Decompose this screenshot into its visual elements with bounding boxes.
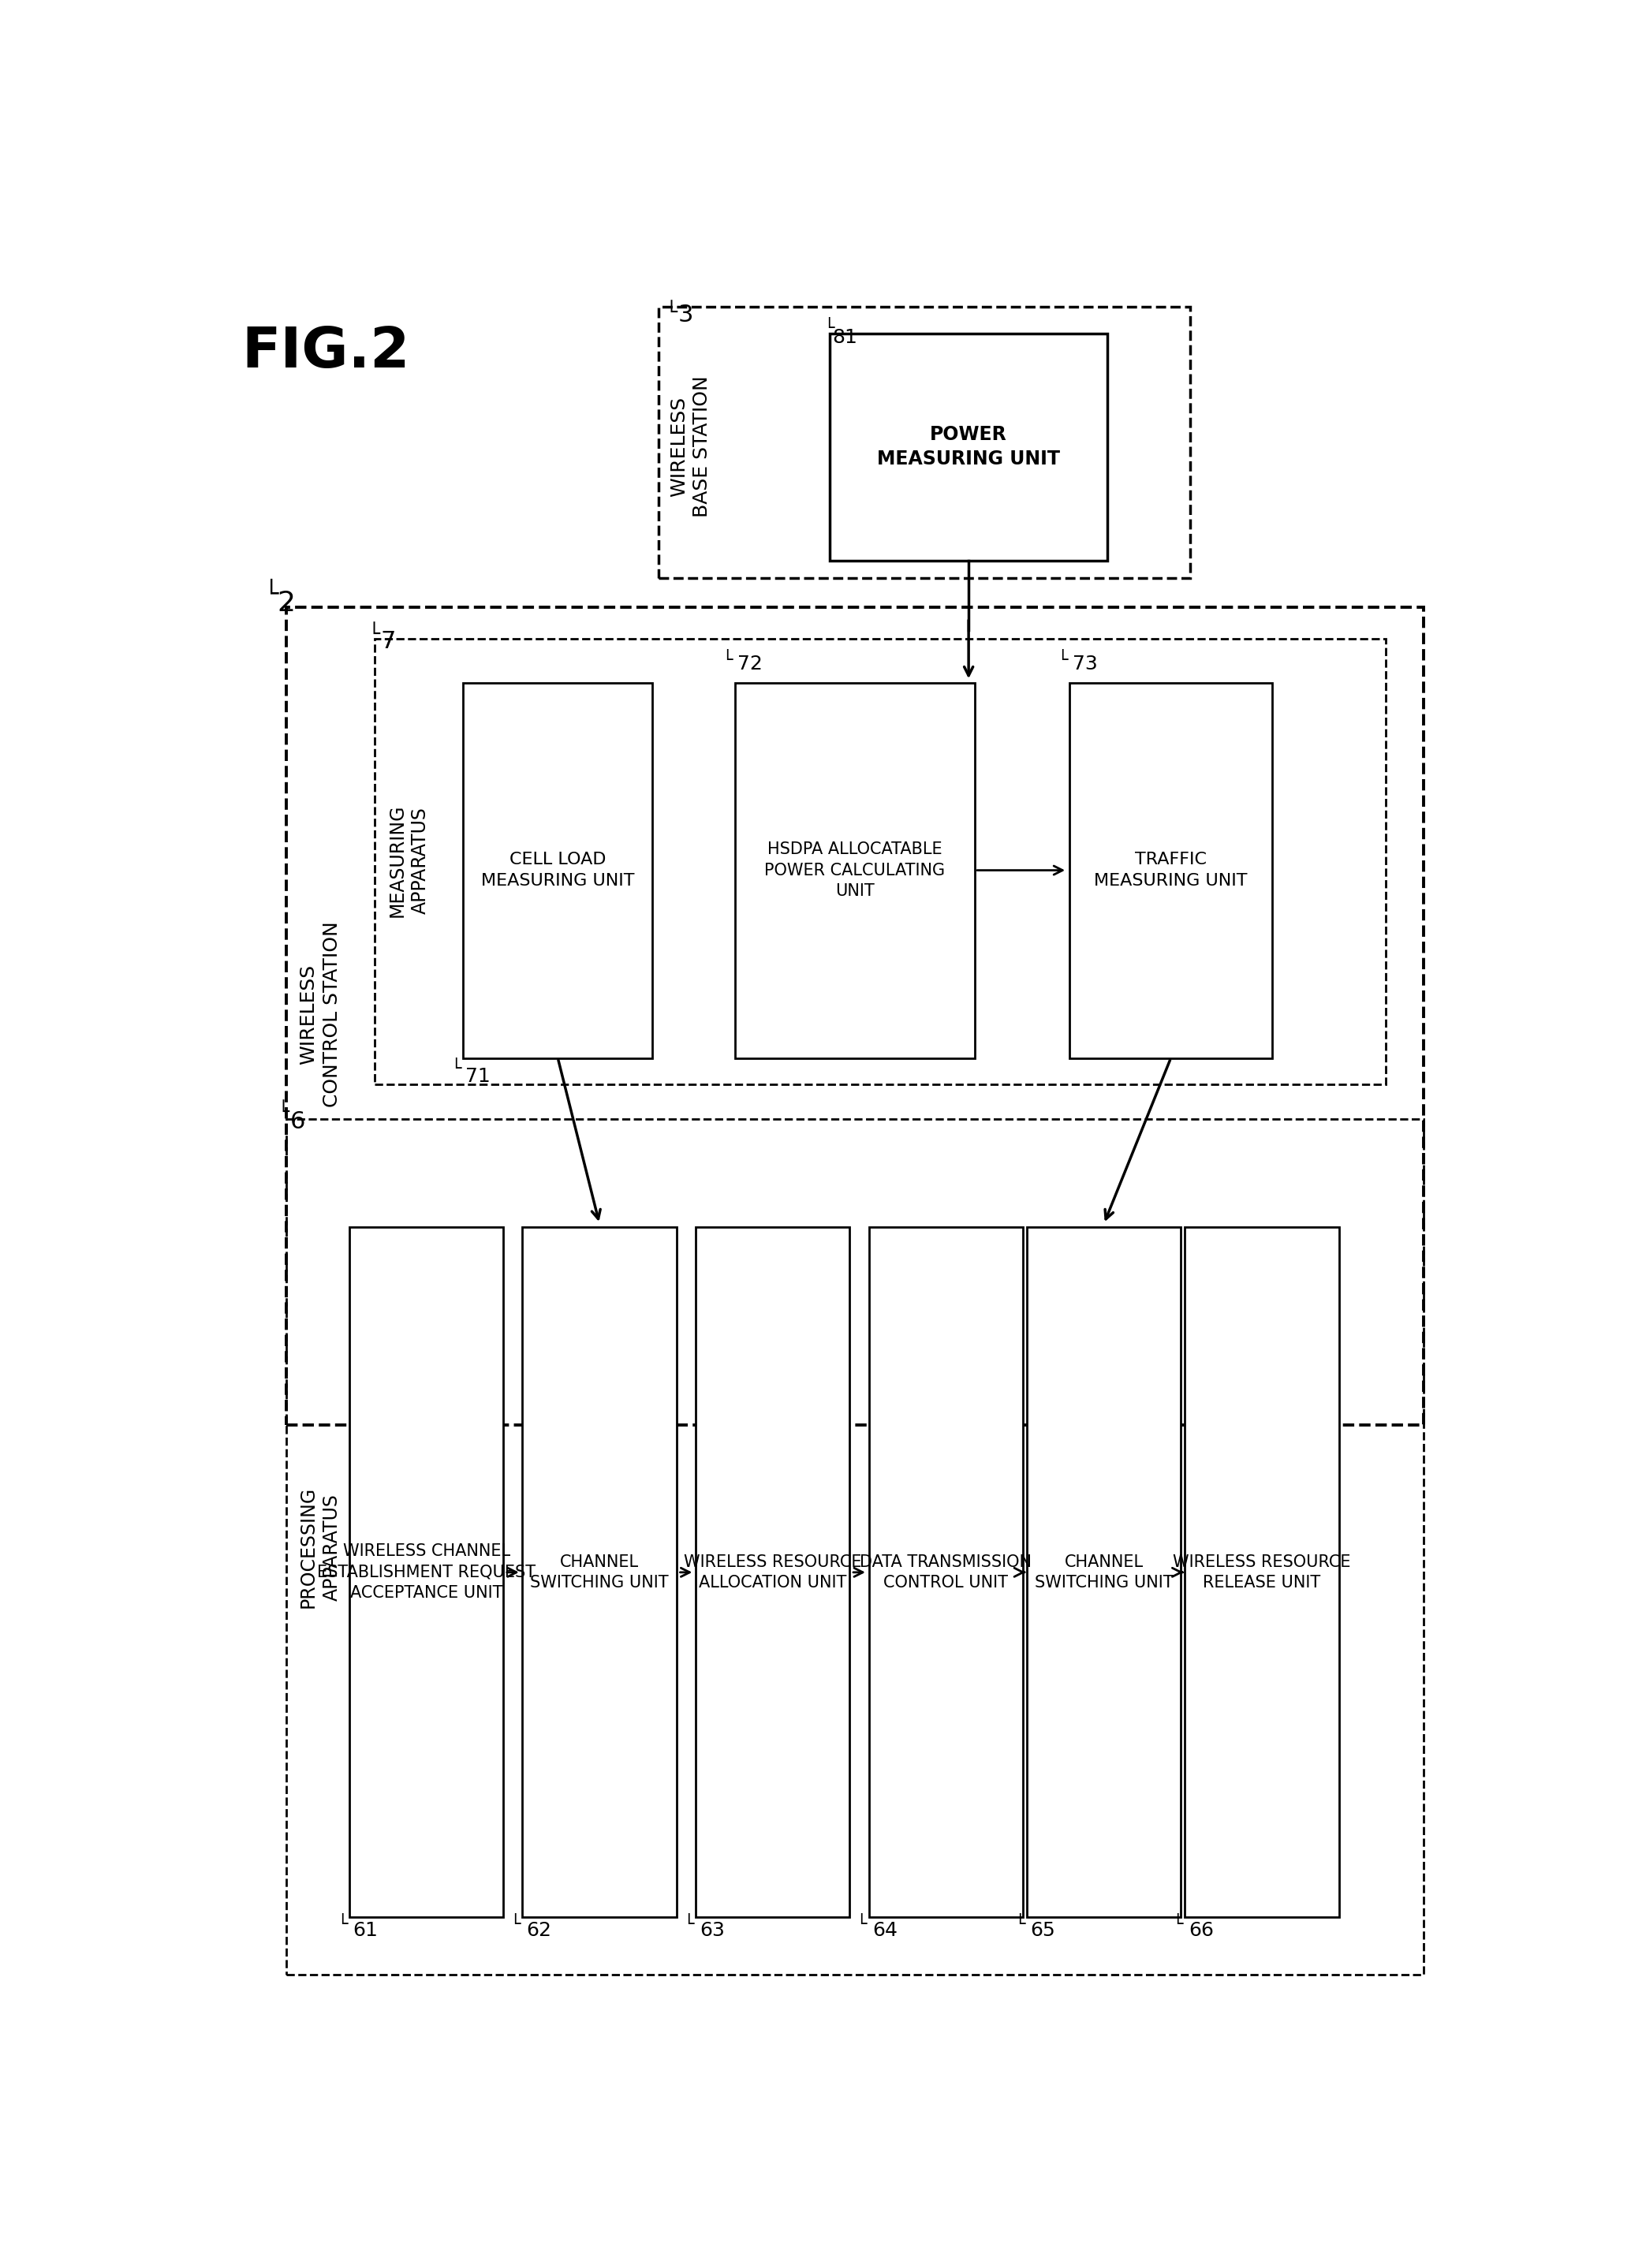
Text: 7: 7 [382,631,396,653]
Text: WIRELESS RESOURCE
RELEASE UNIT: WIRELESS RESOURCE RELEASE UNIT [1173,1554,1350,1590]
Text: └: └ [450,1061,462,1077]
Text: MEASURING
APPARATUS: MEASURING APPARATUS [388,805,431,916]
Text: └: └ [277,1105,289,1123]
Text: POWER
MEASURING UNIT: POWER MEASURING UNIT [877,424,1060,469]
Text: └: └ [856,1916,866,1932]
Text: 64: 64 [873,1921,897,1939]
Text: WIRELESS CHANNEL
ESTABLISHMENT REQUEST
ACCEPTANCE UNIT: WIRELESS CHANNEL ESTABLISHMENT REQUEST A… [316,1545,535,1601]
Bar [349,1227,504,1916]
Text: 71: 71 [465,1066,491,1086]
Bar [1184,1227,1339,1916]
Text: 2: 2 [277,590,295,617]
Text: PROCESSING
APPARATUS: PROCESSING APPARATUS [298,1486,341,1608]
Text: └: └ [1014,1916,1024,1932]
Text: 81: 81 [832,329,858,347]
Text: CHANNEL
SWITCHING UNIT: CHANNEL SWITCHING UNIT [530,1554,669,1590]
Text: └: └ [1057,653,1068,669]
Text: HSDPA ALLOCATABLE
POWER CALCULATING
UNIT: HSDPA ALLOCATABLE POWER CALCULATING UNIT [765,841,946,898]
Bar [1070,683,1272,1057]
Text: 3: 3 [678,304,693,327]
Text: └: └ [1173,1916,1182,1932]
Text: TRAFFIC
MEASURING UNIT: TRAFFIC MEASURING UNIT [1094,853,1248,889]
Text: 63: 63 [700,1921,724,1939]
Text: └: └ [264,583,279,606]
Text: 66: 66 [1189,1921,1213,1939]
Text: FIG.2: FIG.2 [241,324,409,379]
Text: └: └ [369,626,380,644]
Text: CELL LOAD
MEASURING UNIT: CELL LOAD MEASURING UNIT [481,853,634,889]
Bar [522,1227,677,1916]
Text: WIRELESS
BASE STATION: WIRELESS BASE STATION [669,376,711,517]
Text: 62: 62 [527,1921,551,1939]
Text: 73: 73 [1072,655,1098,674]
Text: 61: 61 [352,1921,378,1939]
Text: 65: 65 [1031,1921,1055,1939]
Text: WIRELESS
CONTROL STATION: WIRELESS CONTROL STATION [298,921,341,1107]
Bar [1028,1227,1181,1916]
Bar [463,683,652,1057]
Text: └: └ [723,653,732,669]
Text: CHANNEL
SWITCHING UNIT: CHANNEL SWITCHING UNIT [1034,1554,1173,1590]
Text: └: └ [511,1916,520,1932]
Bar [869,1227,1023,1916]
Bar [695,1227,850,1916]
Text: └: └ [683,1916,693,1932]
Bar [659,306,1191,578]
Bar [285,608,1424,1424]
Bar [830,333,1107,560]
Text: 6: 6 [290,1111,305,1134]
Text: WIRELESS RESOURCE
ALLOCATION UNIT: WIRELESS RESOURCE ALLOCATION UNIT [683,1554,861,1590]
Text: └: └ [824,322,833,338]
Text: └: └ [336,1916,347,1932]
Bar [734,683,975,1057]
Bar [285,1118,1424,1975]
Text: 72: 72 [737,655,762,674]
Text: └: └ [665,304,677,322]
Bar [375,640,1386,1084]
Text: DATA TRANSMISSION
CONTROL UNIT: DATA TRANSMISSION CONTROL UNIT [860,1554,1032,1590]
